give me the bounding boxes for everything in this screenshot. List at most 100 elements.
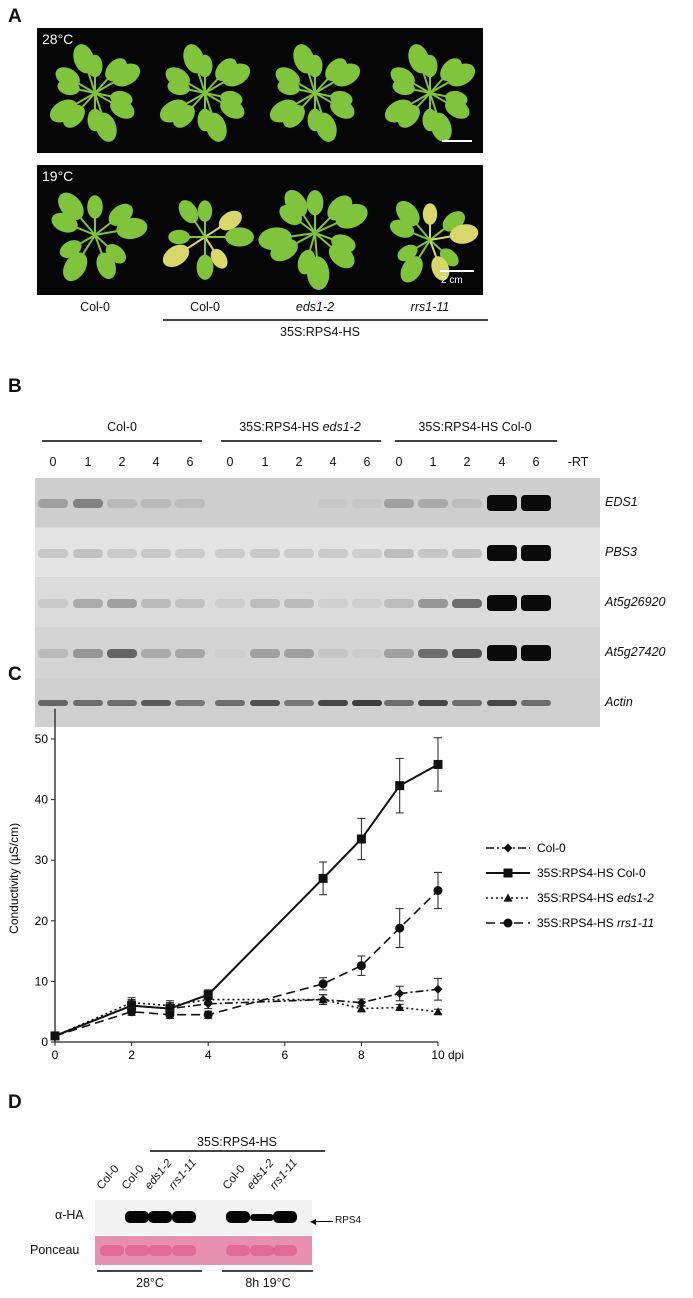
leaf [447, 63, 476, 87]
leaf [110, 98, 135, 119]
condition-label: 8h 19°C [245, 1276, 291, 1290]
diamond-marker [356, 998, 366, 1008]
legend-entry: 35S:RPS4-HS eds1-2 [486, 891, 654, 905]
gel-group-label: 35S:RPS4-HS Col-0 [418, 420, 532, 434]
x-tick-label: 4 [205, 1048, 212, 1062]
petiole [410, 231, 431, 241]
leaf [390, 67, 415, 88]
gel-band [521, 700, 551, 706]
leaf [63, 252, 88, 282]
y-tick-label: 10 [35, 974, 49, 988]
gel-band [418, 598, 448, 608]
x-tick-label: 6 [281, 1048, 288, 1062]
series-circle [50, 871, 443, 1041]
leaf [384, 99, 413, 123]
petiole [314, 92, 324, 118]
petiole [185, 81, 206, 94]
triangle-marker [318, 995, 328, 1004]
group-line [221, 440, 381, 442]
petiole [204, 92, 214, 118]
leaf [220, 98, 245, 119]
petiole [94, 79, 118, 94]
petiole [314, 76, 331, 94]
series-line [54, 889, 439, 1037]
petiole [94, 234, 104, 257]
gel-band [452, 548, 482, 558]
circle-marker [318, 979, 328, 989]
petiole [308, 232, 316, 254]
gel-band [284, 700, 314, 706]
gel-band [384, 700, 414, 706]
leaf [58, 192, 84, 221]
blot-lane-label: Col-0 [94, 1163, 122, 1192]
petiole [429, 239, 439, 261]
circle-marker [503, 918, 513, 928]
leaf [284, 189, 308, 217]
scale-bar [442, 140, 472, 142]
square-marker [433, 759, 443, 769]
gel-band [452, 498, 482, 508]
leaf [159, 99, 188, 123]
petiole [293, 232, 316, 246]
gel-band [73, 548, 103, 558]
petiole [314, 79, 338, 94]
gene-label: At5g26920 [605, 595, 666, 609]
temp-label-28c: 28°C [42, 31, 74, 47]
petiole [204, 76, 221, 94]
leaf [306, 190, 324, 216]
gel-band [318, 648, 348, 658]
gel-band [250, 700, 280, 706]
gene-label: PBS3 [605, 545, 637, 559]
group-label: 35S:RPS4-HS [280, 325, 360, 339]
gel-band [521, 495, 551, 511]
petiole [429, 226, 448, 241]
lane-label: 2 [295, 455, 303, 469]
circle-marker [395, 923, 405, 933]
y-tick-label: 0 [41, 1035, 48, 1049]
petiole [314, 220, 341, 234]
diamond-marker [433, 984, 443, 994]
gel-band [487, 545, 517, 561]
petiole [300, 211, 316, 234]
petiole [182, 92, 206, 107]
lane-label: 4 [329, 455, 337, 469]
genotype-label: Col-0 [190, 300, 220, 314]
petiole [429, 79, 453, 94]
genotype-label: Col-0 [80, 300, 110, 314]
petiole [429, 92, 439, 118]
petiole [196, 68, 206, 94]
leaf [178, 200, 199, 224]
panel-b-label: B [8, 376, 22, 397]
diamond-marker [503, 843, 513, 853]
blot-lane-label: Col-0 [119, 1163, 147, 1192]
gel-band [38, 498, 68, 508]
leaf [400, 256, 423, 283]
arrow-head-icon: ◀ [310, 1217, 317, 1226]
petiole [204, 79, 228, 94]
gel-row [35, 578, 600, 627]
petiole [314, 92, 335, 105]
triangle-marker [433, 1007, 443, 1016]
panel-d-label: D [8, 1092, 22, 1113]
leaf [87, 195, 103, 219]
gel-band [487, 595, 517, 611]
leaf [408, 44, 430, 74]
group-line [395, 440, 557, 442]
leaf [297, 249, 316, 275]
scale-bar-label: 2 cm [441, 275, 463, 286]
leaf [183, 44, 205, 74]
petiole [429, 92, 450, 105]
gel-band [250, 648, 280, 658]
gel-band [318, 700, 348, 706]
gel-band [107, 648, 137, 658]
gel-band [452, 598, 482, 608]
gel-band [215, 548, 245, 558]
leaf [307, 108, 323, 132]
gel-band [352, 498, 382, 508]
rps4-band [250, 1213, 274, 1221]
gel-group-genotype: eds1-2 [322, 420, 361, 434]
arrow-icon [313, 1221, 333, 1222]
gel-band [521, 545, 551, 561]
gel-band [352, 598, 382, 608]
leaf [116, 217, 148, 240]
